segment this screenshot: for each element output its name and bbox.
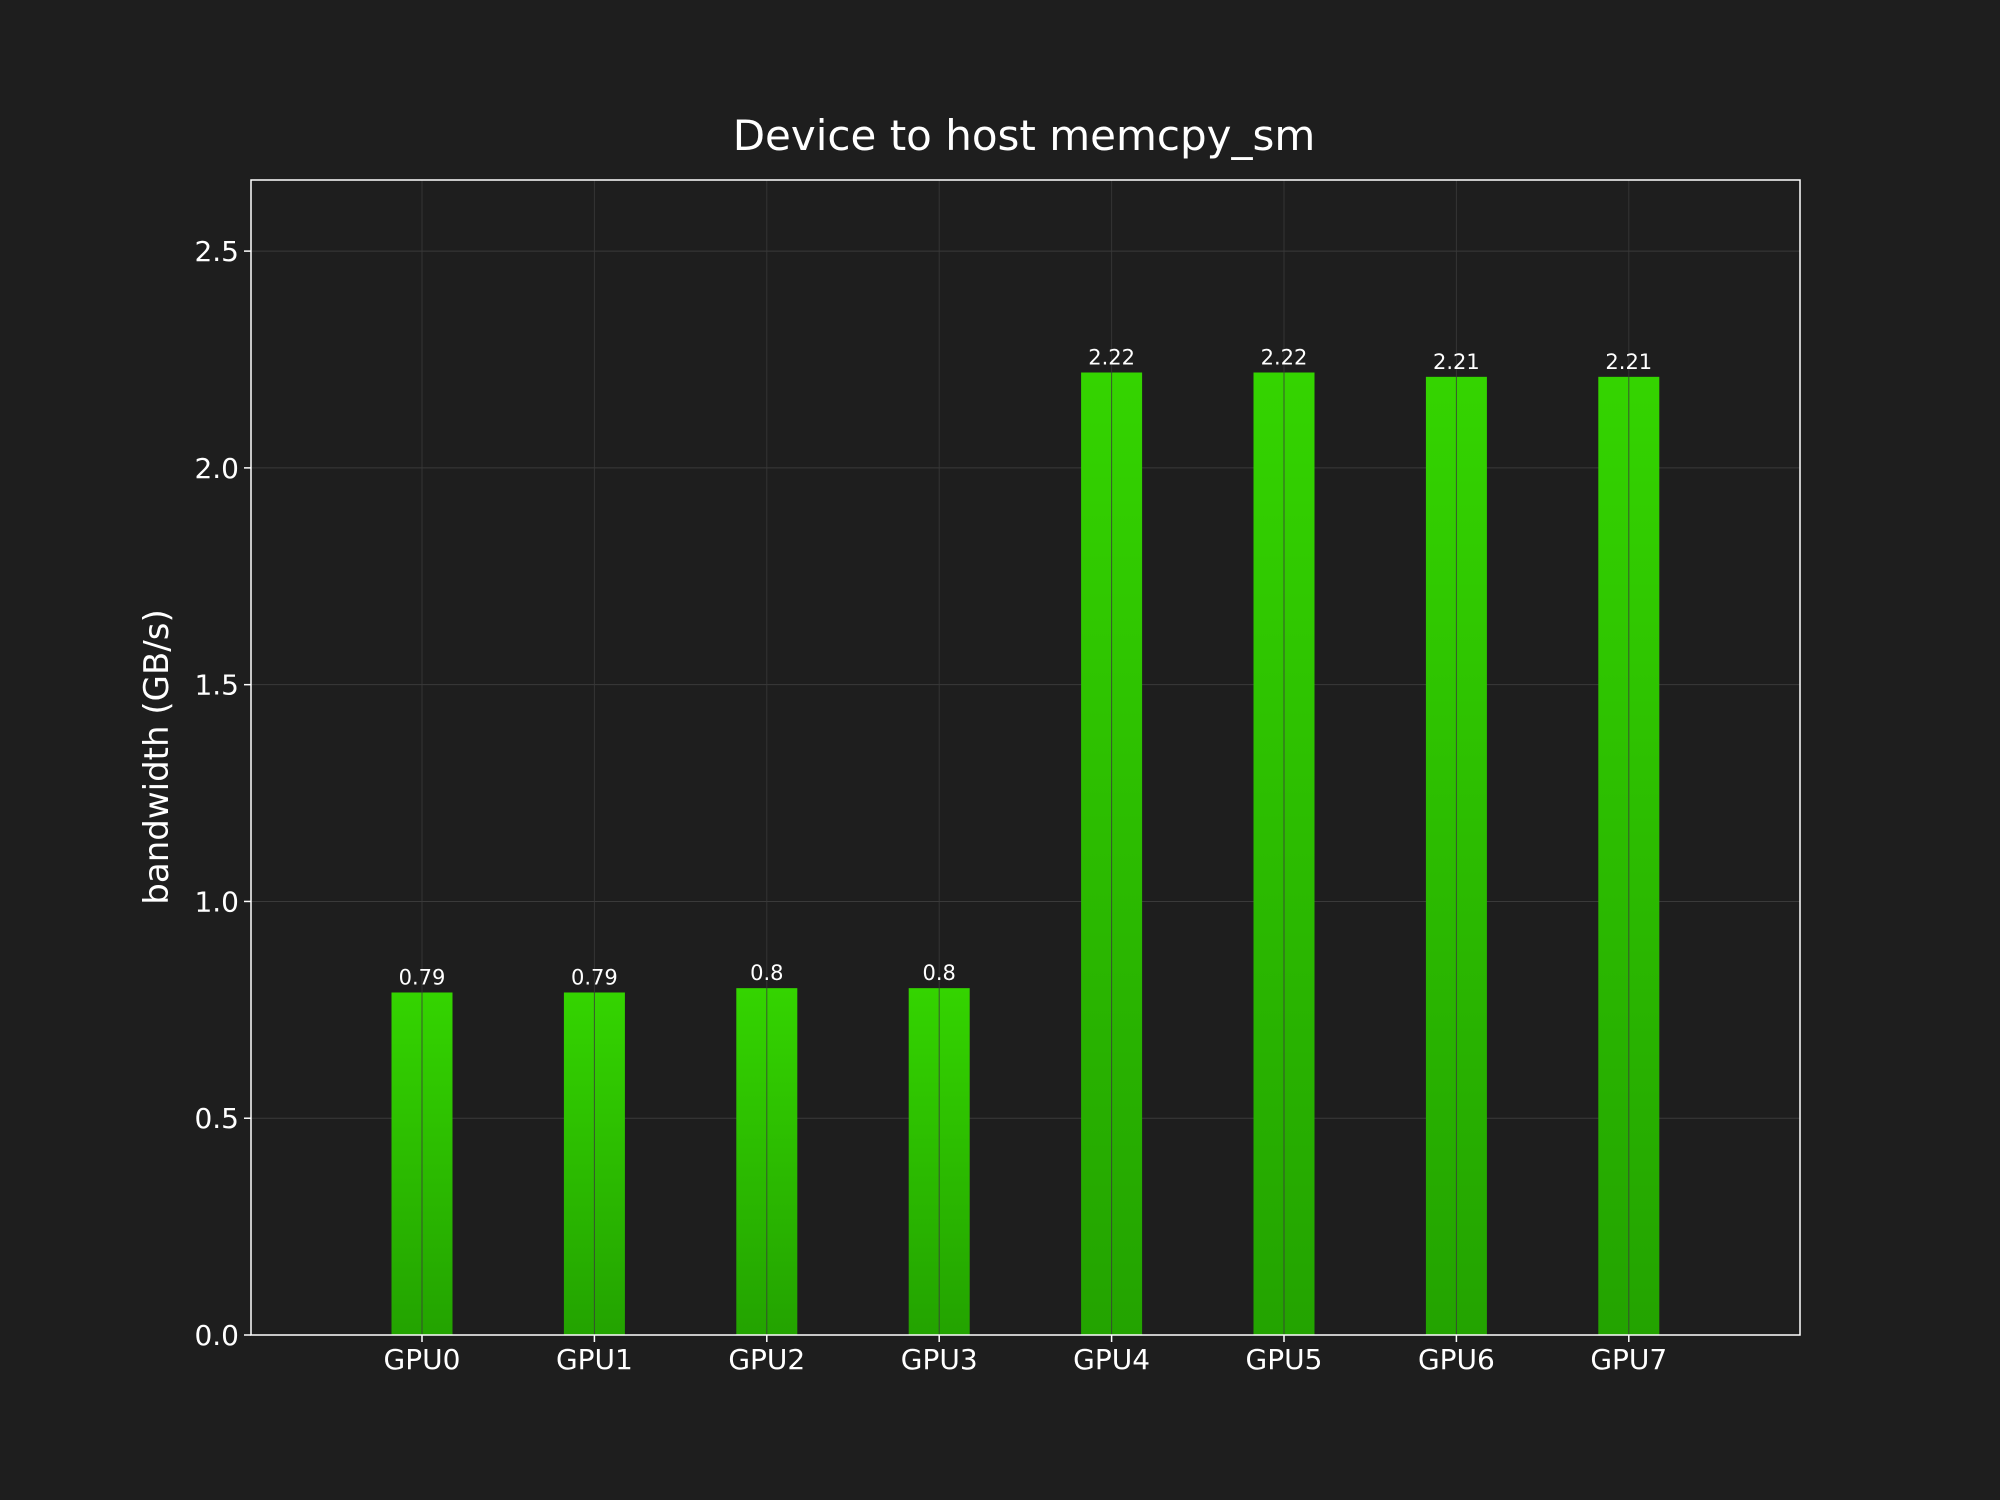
x-tick-label: GPU1 <box>556 1343 633 1376</box>
x-tick-label: GPU6 <box>1418 1343 1495 1376</box>
data-label: 0.79 <box>571 965 618 989</box>
x-tick-label: GPU7 <box>1590 1343 1667 1376</box>
x-tick-label: GPU3 <box>901 1343 978 1376</box>
y-tick-label: 0.0 <box>194 1319 239 1352</box>
data-label: 2.21 <box>1605 350 1652 374</box>
plot-frame <box>250 179 1801 1336</box>
data-label: 0.79 <box>399 965 446 989</box>
x-axis-ticks: GPU0 GPU1 GPU2 GPU3 GPU4 GPU5 GPU6 GPU7 <box>384 1335 1667 1376</box>
data-label: 0.8 <box>922 961 955 985</box>
data-label: 2.21 <box>1433 350 1480 374</box>
y-tick-label: 2.5 <box>194 235 239 268</box>
x-tick-label: GPU2 <box>728 1343 805 1376</box>
data-labels: 0.79 0.79 0.8 0.8 2.22 2.22 2.21 2.21 <box>399 346 1653 990</box>
vertical-gridlines <box>421 180 1630 1335</box>
y-axis-label: bandwidth (GB/s) <box>137 609 177 904</box>
chart-title: Device to host memcpy_sm <box>733 111 1316 160</box>
y-axis-ticks: 0.0 0.5 1.0 1.5 2.0 2.5 <box>194 235 251 1352</box>
x-tick-label: GPU0 <box>384 1343 461 1376</box>
y-tick-label: 2.0 <box>194 452 239 485</box>
data-label: 2.22 <box>1088 346 1135 370</box>
y-tick-label: 0.5 <box>194 1102 239 1135</box>
y-tick-label: 1.5 <box>194 669 239 702</box>
data-label: 2.22 <box>1261 346 1308 370</box>
x-tick-label: GPU5 <box>1246 1343 1323 1376</box>
data-label: 0.8 <box>750 961 783 985</box>
y-tick-label: 1.0 <box>194 885 239 918</box>
x-tick-label: GPU4 <box>1073 1343 1150 1376</box>
